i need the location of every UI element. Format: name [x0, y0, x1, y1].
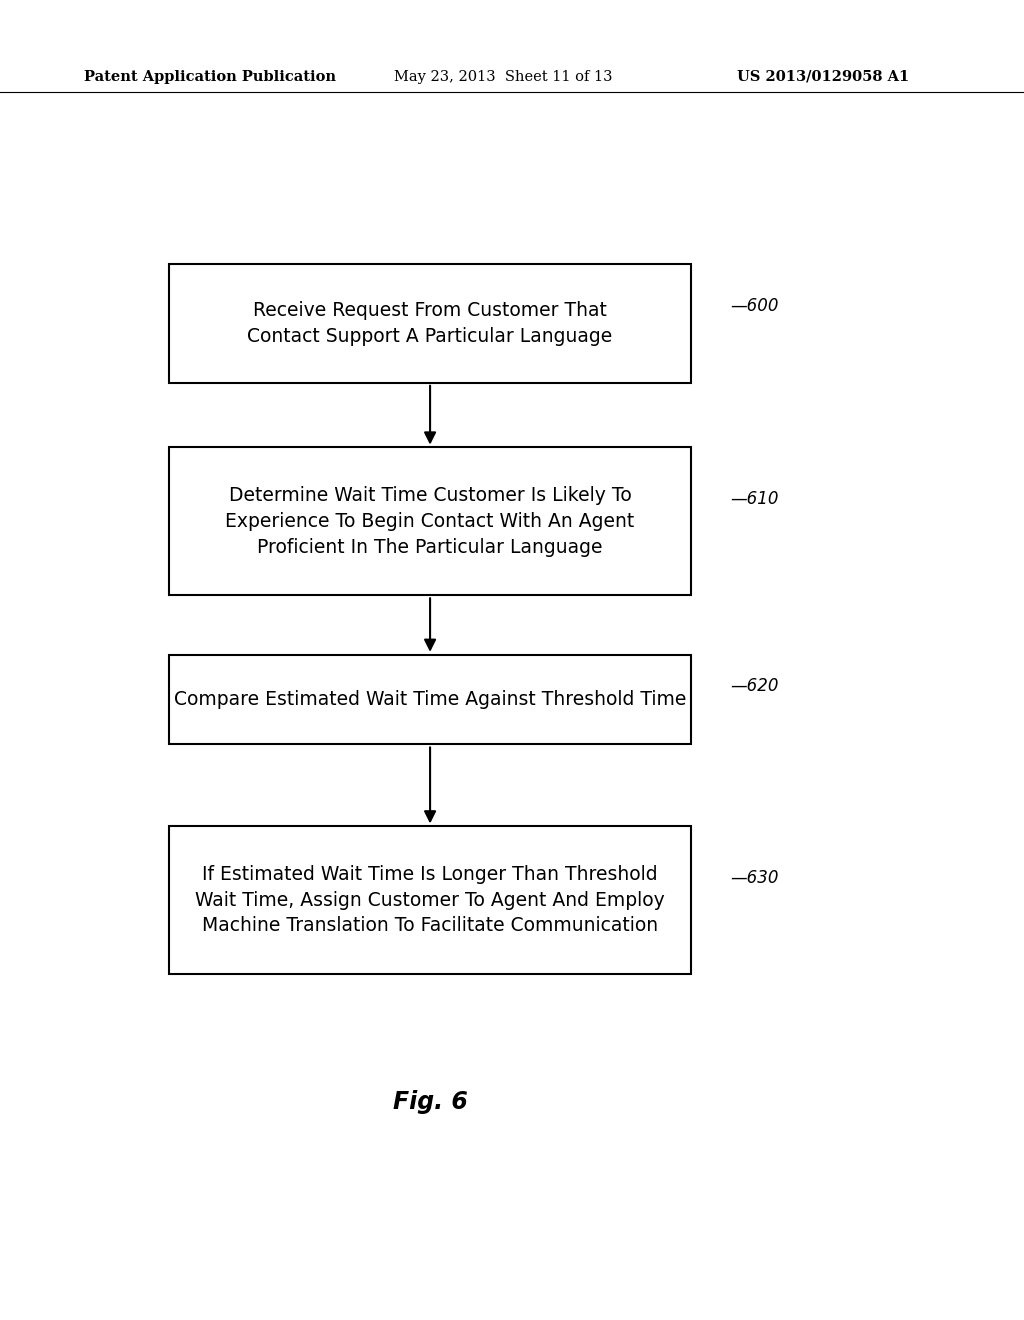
Text: May 23, 2013  Sheet 11 of 13: May 23, 2013 Sheet 11 of 13	[394, 70, 612, 83]
FancyBboxPatch shape	[169, 264, 691, 383]
Text: Determine Wait Time Customer Is Likely To
Experience To Begin Contact With An Ag: Determine Wait Time Customer Is Likely T…	[225, 486, 635, 557]
FancyBboxPatch shape	[169, 826, 691, 974]
Text: —600: —600	[730, 297, 778, 314]
Text: US 2013/0129058 A1: US 2013/0129058 A1	[737, 70, 909, 83]
Text: —630: —630	[730, 869, 778, 887]
FancyBboxPatch shape	[169, 655, 691, 744]
Text: —620: —620	[730, 677, 778, 696]
Text: If Estimated Wait Time Is Longer Than Threshold
Wait Time, Assign Customer To Ag: If Estimated Wait Time Is Longer Than Th…	[196, 865, 665, 936]
Text: Fig. 6: Fig. 6	[392, 1090, 468, 1114]
Text: Receive Request From Customer That
Contact Support A Particular Language: Receive Request From Customer That Conta…	[248, 301, 612, 346]
Text: Patent Application Publication: Patent Application Publication	[84, 70, 336, 83]
Text: Compare Estimated Wait Time Against Threshold Time: Compare Estimated Wait Time Against Thre…	[174, 690, 686, 709]
Text: —610: —610	[730, 490, 778, 508]
FancyBboxPatch shape	[169, 447, 691, 595]
